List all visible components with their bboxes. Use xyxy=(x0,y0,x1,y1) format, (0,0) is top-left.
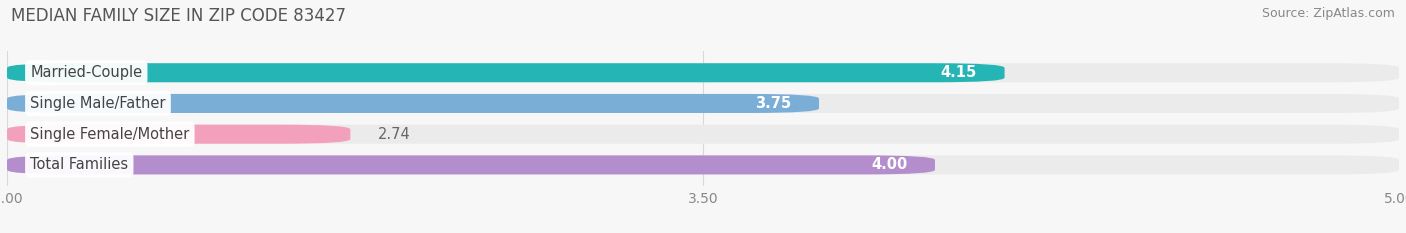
Text: 2.74: 2.74 xyxy=(378,127,411,142)
FancyBboxPatch shape xyxy=(7,155,1399,175)
Text: Married-Couple: Married-Couple xyxy=(30,65,142,80)
Text: Single Female/Mother: Single Female/Mother xyxy=(30,127,190,142)
Text: 3.75: 3.75 xyxy=(755,96,792,111)
Text: Single Male/Father: Single Male/Father xyxy=(30,96,166,111)
FancyBboxPatch shape xyxy=(7,125,350,144)
Text: MEDIAN FAMILY SIZE IN ZIP CODE 83427: MEDIAN FAMILY SIZE IN ZIP CODE 83427 xyxy=(11,7,346,25)
FancyBboxPatch shape xyxy=(7,63,1399,82)
FancyBboxPatch shape xyxy=(7,63,1005,82)
FancyBboxPatch shape xyxy=(7,94,1399,113)
Text: Source: ZipAtlas.com: Source: ZipAtlas.com xyxy=(1261,7,1395,20)
Text: Total Families: Total Families xyxy=(30,158,128,172)
Text: 4.15: 4.15 xyxy=(941,65,977,80)
FancyBboxPatch shape xyxy=(7,155,935,175)
Text: 4.00: 4.00 xyxy=(870,158,907,172)
FancyBboxPatch shape xyxy=(7,94,820,113)
FancyBboxPatch shape xyxy=(7,125,1399,144)
